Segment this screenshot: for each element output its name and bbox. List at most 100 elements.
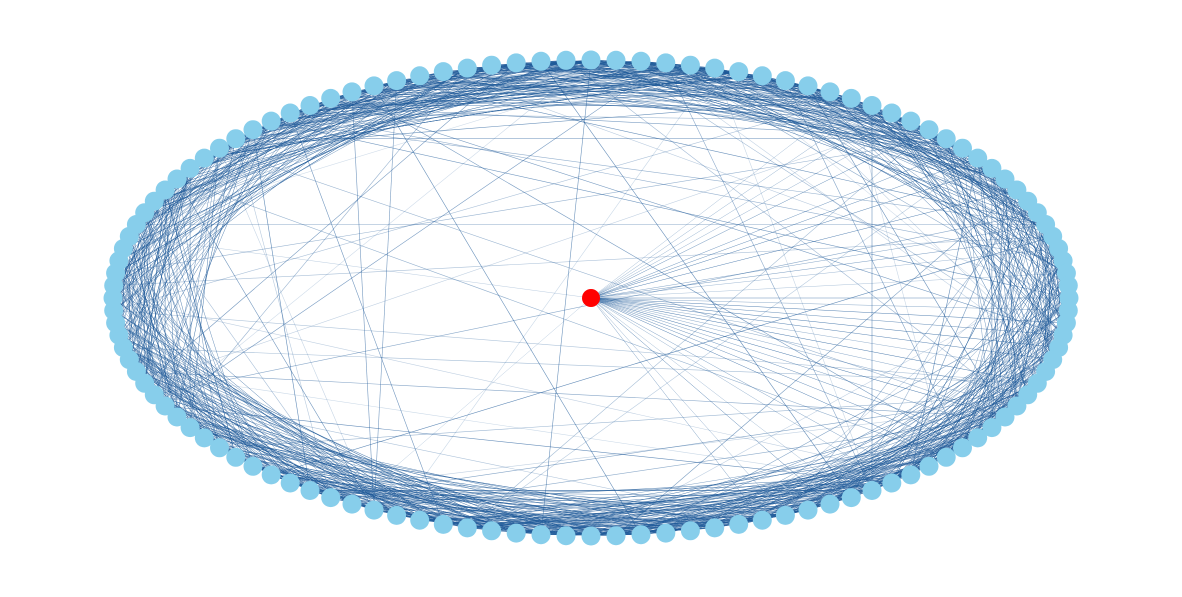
edge — [115, 138, 947, 274]
edge — [590, 297, 1059, 348]
edge — [113, 236, 1053, 286]
edge — [118, 335, 291, 484]
ring-node — [180, 418, 200, 438]
edge — [123, 347, 420, 521]
edge — [112, 297, 420, 521]
ring-node — [775, 505, 795, 525]
edge — [962, 148, 1028, 395]
ring-node — [226, 447, 246, 467]
edge — [113, 148, 220, 311]
edge — [118, 129, 254, 336]
edge — [590, 297, 1028, 396]
edge — [871, 105, 1064, 336]
ring-node — [243, 456, 263, 476]
edge — [590, 297, 1017, 407]
edge — [590, 297, 831, 505]
edge — [829, 334, 1064, 505]
edge — [373, 71, 444, 87]
ring-node — [410, 510, 430, 530]
ring-node — [631, 51, 651, 71]
edge — [351, 67, 715, 93]
edge — [714, 67, 1059, 348]
ring-node — [729, 62, 749, 82]
ring-node — [919, 456, 939, 476]
edge — [351, 91, 963, 449]
ring-node — [556, 50, 576, 70]
edge — [164, 59, 592, 407]
edge — [219, 394, 1028, 449]
edge — [309, 85, 809, 106]
ring-node — [606, 526, 626, 546]
hub-edges — [129, 98, 1069, 521]
edge — [118, 334, 420, 521]
edge — [136, 224, 254, 467]
edge — [829, 285, 1069, 505]
ring-node — [261, 111, 281, 131]
ring-node — [506, 523, 526, 543]
edge — [176, 178, 220, 448]
edge — [928, 260, 1064, 467]
edge — [136, 371, 353, 505]
ring-node — [680, 55, 700, 75]
edge — [309, 490, 666, 534]
ring-node — [820, 494, 840, 514]
ring-node — [656, 523, 676, 543]
edge — [136, 60, 567, 225]
ring-node — [482, 55, 502, 75]
edge — [590, 297, 1006, 418]
edge — [928, 248, 1059, 467]
ring-node — [457, 58, 477, 78]
edge — [962, 224, 1046, 448]
edge — [665, 427, 992, 534]
ring-node — [506, 53, 526, 73]
ring-node — [556, 526, 576, 546]
ring-node — [631, 525, 651, 545]
edge — [540, 59, 592, 535]
edge — [640, 61, 1053, 237]
edge — [351, 91, 911, 122]
ring-node — [300, 96, 320, 115]
edge — [113, 157, 205, 311]
edge — [271, 120, 1046, 225]
ring-node — [995, 407, 1015, 427]
edge — [165, 405, 517, 534]
edge — [690, 64, 1028, 202]
ring-node — [482, 521, 502, 541]
ring-node — [968, 148, 988, 168]
edge — [962, 272, 1067, 448]
ring-node — [321, 488, 341, 508]
edge — [176, 178, 375, 511]
edge — [113, 138, 236, 286]
edge — [176, 178, 947, 458]
edge — [176, 148, 220, 418]
edge — [540, 61, 852, 498]
edge — [590, 147, 963, 299]
edge — [590, 112, 892, 299]
edge — [176, 67, 468, 418]
edge — [219, 148, 375, 511]
ring-node — [433, 62, 453, 82]
edge — [113, 157, 205, 286]
edge — [129, 359, 420, 521]
edge — [419, 75, 947, 139]
edge — [129, 236, 592, 299]
edge — [590, 297, 1038, 384]
edge — [590, 297, 852, 498]
edge — [945, 260, 1064, 458]
edge — [928, 129, 1018, 407]
edge — [351, 91, 375, 511]
edge — [129, 201, 155, 360]
edge — [590, 297, 978, 439]
edge — [289, 112, 444, 525]
ring-node — [243, 120, 263, 140]
edge — [590, 248, 1059, 299]
ring-node — [194, 428, 214, 448]
edge — [871, 105, 1069, 286]
ring-node — [841, 88, 861, 108]
ring-node — [457, 518, 477, 538]
edge — [590, 189, 1017, 299]
edge — [123, 91, 353, 249]
edge — [590, 98, 852, 299]
ring-node — [342, 82, 362, 102]
